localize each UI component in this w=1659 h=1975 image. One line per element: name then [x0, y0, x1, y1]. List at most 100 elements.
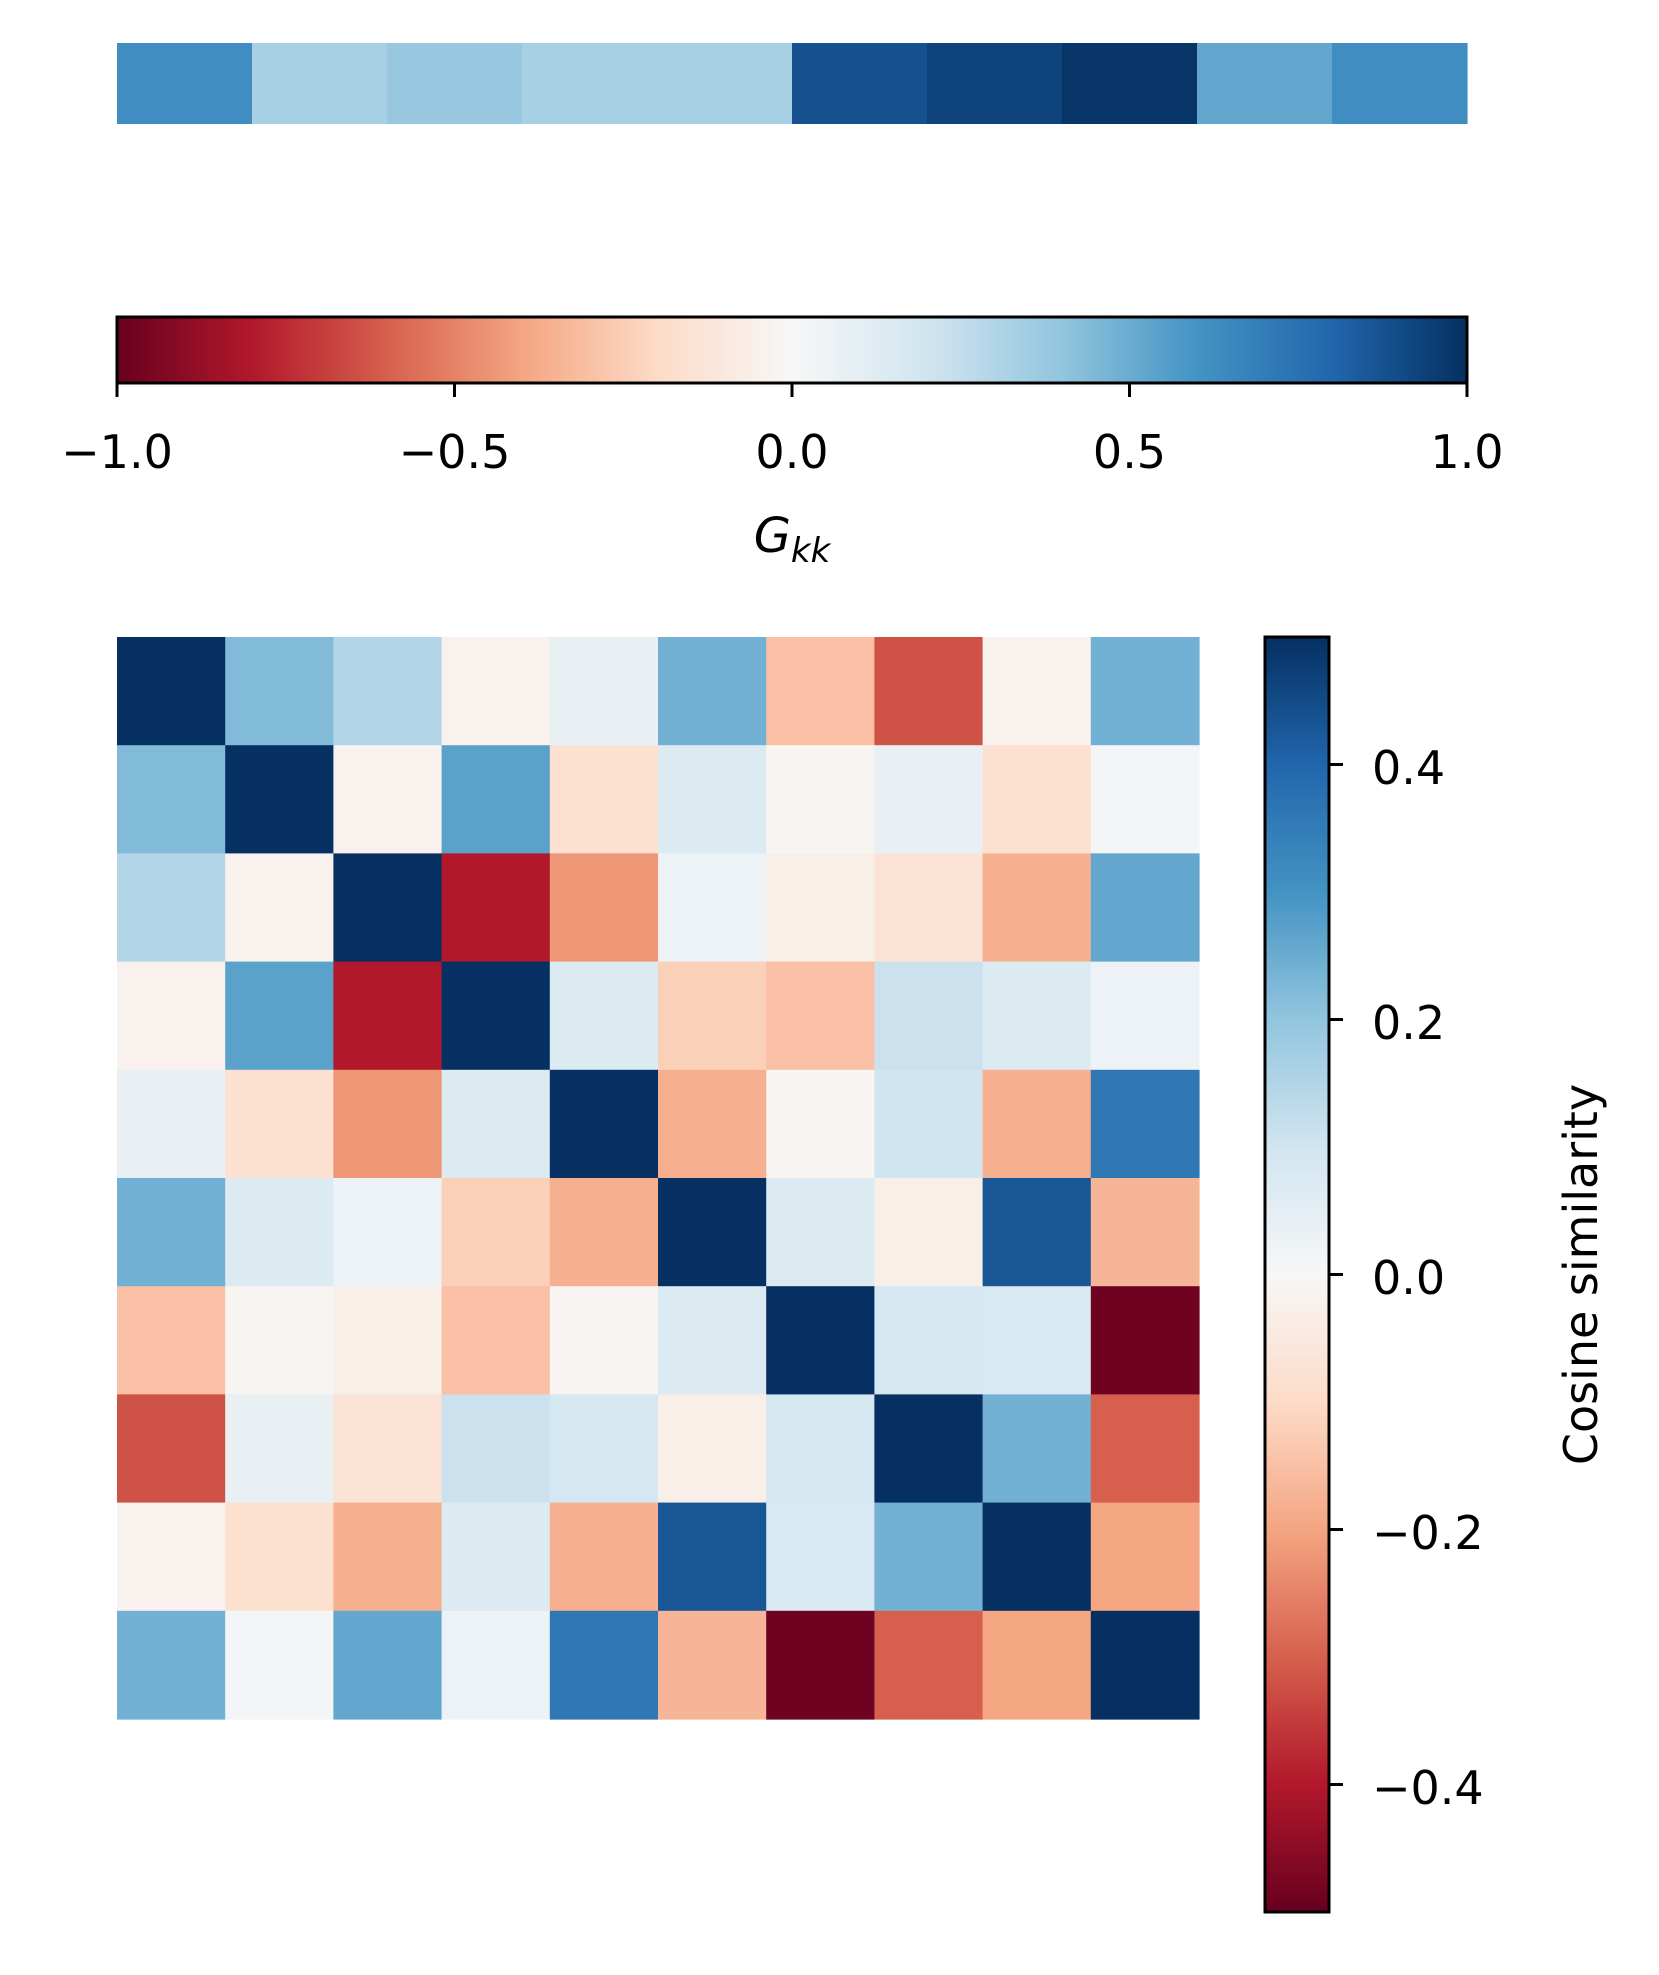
heatmap-cell-r2-c1 — [225, 853, 334, 963]
heatmap-cell-r5-c7 — [874, 1178, 984, 1287]
gkk-cell-2 — [387, 43, 523, 124]
heatmap-cell-r0-c0 — [117, 637, 226, 746]
cosine-tick-label-0: 0.4 — [1372, 741, 1445, 795]
heatmap-cell-r6-c1 — [225, 1286, 334, 1395]
heatmap-cell-r0-c5 — [658, 637, 767, 746]
heatmap-cell-r9-c6 — [766, 1610, 875, 1720]
heatmap-cell-r9-c8 — [982, 1610, 1092, 1720]
heatmap-cell-r8-c8 — [982, 1502, 1092, 1612]
heatmap-cell-r0-c2 — [333, 637, 443, 746]
heatmap-cell-r0-c7 — [874, 637, 984, 746]
heatmap-cell-r3-c0 — [117, 961, 226, 1071]
heatmap-cell-r7-c8 — [982, 1394, 1092, 1504]
gkk-colorbar-ticks — [115, 383, 1469, 397]
heatmap-cell-r6-c4 — [549, 1286, 659, 1395]
heatmap-cell-r9-c7 — [874, 1610, 984, 1720]
gkk-tick-label-2: 0.0 — [755, 425, 828, 479]
heatmap-cell-r9-c3 — [441, 1610, 551, 1720]
heatmap-cell-r1-c2 — [333, 745, 443, 854]
gkk-cell-8 — [1197, 43, 1333, 124]
heatmap-cell-r2-c4 — [549, 853, 659, 963]
heatmap-cell-r1-c5 — [658, 745, 767, 854]
heatmap-cell-r1-c3 — [441, 745, 551, 854]
gkk-cell-3 — [522, 43, 658, 124]
gkk-tick-label-1: −0.5 — [399, 425, 511, 479]
heatmap-cell-r3-c1 — [225, 961, 334, 1071]
heatmap-cell-r7-c1 — [225, 1394, 334, 1504]
gkk-colorbar: −1.0 −0.5 0.0 0.5 1.0 Gkk — [61, 315, 1504, 571]
heatmap-cell-r8-c0 — [117, 1502, 226, 1612]
gkk-cell-9 — [1332, 43, 1468, 124]
gkk-cell-4 — [657, 43, 793, 124]
heatmap-cell-r7-c0 — [117, 1394, 226, 1504]
cosine-colorbar-label: Cosine similarity — [1554, 1084, 1608, 1465]
heatmap-cell-r1-c4 — [549, 745, 659, 854]
cosine-tick-label-4: −0.4 — [1372, 1761, 1484, 1815]
heatmap-cell-r8-c7 — [874, 1502, 984, 1612]
heatmap-cell-r4-c6 — [766, 1069, 875, 1179]
gkk-cell-0 — [117, 43, 253, 124]
heatmap-cell-r8-c4 — [549, 1502, 659, 1612]
heatmap-cell-r8-c5 — [658, 1502, 767, 1612]
heatmap-cell-r4-c8 — [982, 1069, 1092, 1179]
gkk-tick-label-3: 0.5 — [1093, 425, 1166, 479]
heatmap-cell-r3-c4 — [549, 961, 659, 1071]
heatmap-cell-r2-c7 — [874, 853, 984, 963]
gkk-tick-label-0: −1.0 — [61, 425, 173, 479]
heatmap-cell-r7-c2 — [333, 1394, 443, 1504]
heatmap-cell-r9-c1 — [225, 1610, 334, 1720]
heatmap-cell-r6-c3 — [441, 1286, 551, 1395]
cosine-colorbar: 0.4 0.2 0.0 −0.2 −0.4 Cosine similarity — [1263, 635, 1608, 1914]
heatmap-cell-r3-c9 — [1090, 961, 1200, 1071]
heatmap-cell-r3-c8 — [982, 961, 1092, 1071]
heatmap-cell-r0-c6 — [766, 637, 875, 746]
heatmap-cell-r7-c6 — [766, 1394, 875, 1504]
heatmap-cell-r0-c3 — [441, 637, 551, 746]
cosine-similarity-heatmap — [117, 637, 1200, 1720]
heatmap-cell-r4-c2 — [333, 1069, 443, 1179]
gkk-label-sub: kk — [791, 531, 832, 571]
heatmap-cell-r4-c0 — [117, 1069, 226, 1179]
heatmap-cell-r3-c5 — [658, 961, 767, 1071]
heatmap-cell-r7-c4 — [549, 1394, 659, 1504]
heatmap-cell-r1-c9 — [1090, 745, 1200, 854]
heatmap-cell-r4-c9 — [1090, 1069, 1200, 1179]
heatmap-cell-r1-c1 — [225, 745, 334, 854]
heatmap-cell-r1-c0 — [117, 745, 226, 854]
heatmap-cell-r2-c5 — [658, 853, 767, 963]
heatmap-cell-r2-c3 — [441, 853, 551, 963]
heatmap-cell-r1-c7 — [874, 745, 984, 854]
heatmap-cell-r5-c3 — [441, 1178, 551, 1287]
heatmap-cell-r7-c5 — [658, 1394, 767, 1504]
heatmap-cell-r5-c9 — [1090, 1178, 1200, 1287]
gkk-cell-5 — [792, 43, 928, 124]
gkk-tick-label-4: 1.0 — [1430, 425, 1503, 479]
heatmap-cell-r4-c1 — [225, 1069, 334, 1179]
heatmap-cell-r9-c2 — [333, 1610, 443, 1720]
heatmap-cell-r6-c2 — [333, 1286, 443, 1395]
heatmap-cell-r0-c9 — [1090, 637, 1200, 746]
heatmap-cell-r5-c2 — [333, 1178, 443, 1287]
heatmap-cell-r5-c4 — [549, 1178, 659, 1287]
gkk-label-base: G — [754, 508, 791, 564]
heatmap-cell-r4-c3 — [441, 1069, 551, 1179]
heatmap-cell-r6-c0 — [117, 1286, 226, 1395]
heatmap-cell-r5-c8 — [982, 1178, 1092, 1287]
heatmap-cell-r8-c1 — [225, 1502, 334, 1612]
heatmap-cell-r1-c8 — [982, 745, 1092, 854]
heatmap-cell-r5-c5 — [658, 1178, 767, 1287]
heatmap-cell-r7-c3 — [441, 1394, 551, 1504]
heatmap-cell-r9-c0 — [117, 1610, 226, 1720]
heatmap-cell-r5-c6 — [766, 1178, 875, 1287]
gkk-cell-7 — [1062, 43, 1198, 124]
gkk-strip — [117, 43, 1468, 124]
heatmap-cell-r3-c7 — [874, 961, 984, 1071]
heatmap-cell-r2-c9 — [1090, 853, 1200, 963]
heatmap-cell-r5-c0 — [117, 1178, 226, 1287]
heatmap-cell-r8-c6 — [766, 1502, 875, 1612]
heatmap-cell-r6-c9 — [1090, 1286, 1200, 1395]
heatmap-cell-r1-c6 — [766, 745, 875, 854]
heatmap-cell-r0-c1 — [225, 637, 334, 746]
heatmap-cell-r9-c4 — [549, 1610, 659, 1720]
